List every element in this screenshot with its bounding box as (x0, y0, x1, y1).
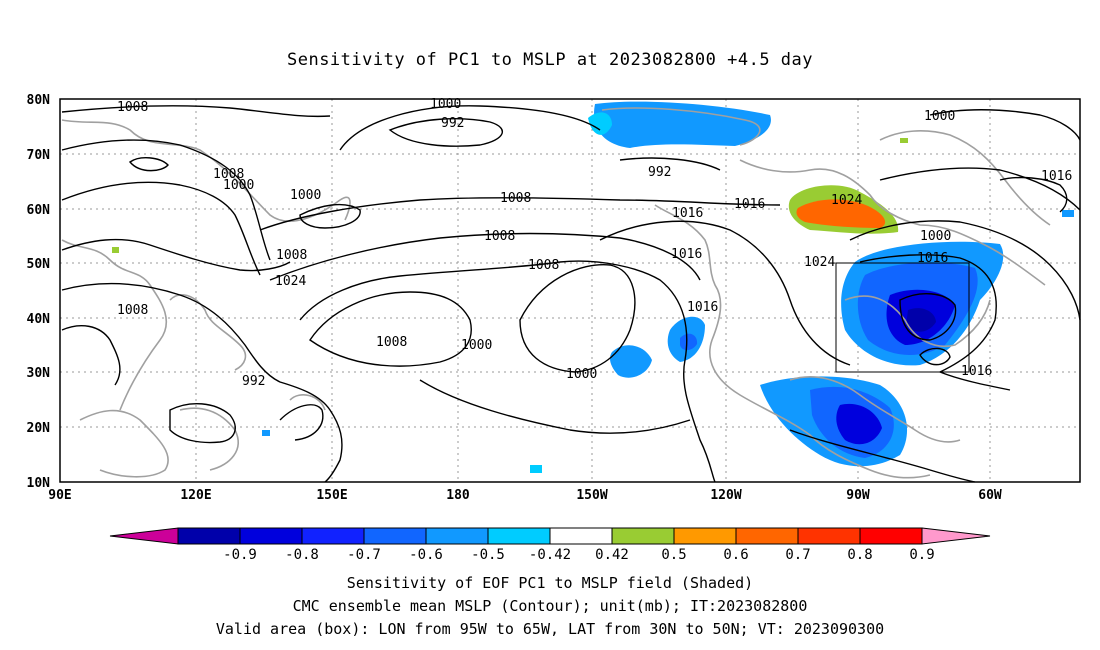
isobar-label: 1008 (117, 100, 148, 115)
isobar-label: 1024 (804, 255, 835, 270)
colorbar-box (735, 527, 799, 545)
isobar-label: 1008 (376, 335, 407, 350)
colorbar-box (239, 527, 303, 545)
isobar-label: 1008 (528, 258, 559, 273)
lon-tick-label: 120W (710, 488, 741, 503)
colorbar-label: -0.7 (347, 547, 381, 563)
colorbar-box (611, 527, 675, 545)
shade-small-1 (262, 430, 270, 436)
isobar-label: 1008 (213, 167, 244, 182)
lat-tick-label: 60N (27, 203, 51, 218)
isobar-label: 1016 (734, 197, 765, 212)
colorbar-box (549, 527, 613, 545)
colorbar-label: -0.8 (285, 547, 319, 563)
isobar-label: 1016 (687, 300, 718, 315)
isobar-label: 1000 (924, 109, 955, 124)
isobar-label: 1008 (117, 303, 148, 318)
isobar-label: 1024 (275, 274, 306, 289)
lat-tick-label: 30N (27, 366, 51, 381)
shade-na-core (906, 308, 936, 332)
isobars (61, 105, 1081, 483)
isobar-label: 1016 (917, 251, 948, 266)
colorbar-arrow-right (921, 527, 991, 545)
isobar-label: 1016 (671, 247, 702, 262)
colorbar-box (425, 527, 489, 545)
lon-tick-label: 180 (446, 488, 470, 503)
shade-pacific-east-core (680, 333, 698, 351)
footer-line-3: Valid area (box): LON from 95W to 65W, L… (215, 620, 885, 638)
lat-tick-label: 80N (27, 93, 51, 108)
colorbar-label: -0.42 (529, 547, 571, 563)
lat-tick-label: 50N (27, 257, 51, 272)
colorbar-label: 0.9 (909, 547, 934, 563)
valid-area-box (835, 262, 970, 373)
footer-line-2: CMC ensemble mean MSLP (Contour); unit(m… (292, 597, 808, 615)
shade-orange-patch (796, 199, 886, 228)
footer-line-1: Sensitivity of EOF PC1 to MSLP field (Sh… (346, 574, 754, 592)
lon-tick-label: 120E (180, 488, 211, 503)
sensitivity-shading (112, 101, 1074, 473)
isobar-label: 1000 (920, 229, 951, 244)
colorbar-label: 0.8 (847, 547, 872, 563)
colorbar-label: 0.42 (595, 547, 629, 563)
lon-axis-labels: 90E 120E 150E 180 150W 120W 90W 60W (48, 488, 1002, 503)
isobar-label: 1016 (961, 364, 992, 379)
colorbar-label: 0.7 (785, 547, 810, 563)
colorbar-labels: -0.9 -0.8 -0.7 -0.6 -0.5 -0.42 0.42 0.5 0.6 0.7 0.… (223, 547, 935, 563)
lat-axis-labels: 80N 70N 60N 50N 40N 30N 20N 10N (27, 93, 51, 491)
isobar-label: 992 (648, 165, 671, 180)
isobar-label: 1000 (290, 188, 321, 203)
colorbar-arrow-left (109, 527, 179, 545)
lat-tick-label: 70N (27, 148, 51, 163)
lon-tick-label: 60W (978, 488, 1002, 503)
lat-tick-label: 40N (27, 312, 51, 327)
isobar-label: 1008 (276, 248, 307, 263)
isobar-label: 1008 (500, 191, 531, 206)
isobar-label: 1016 (672, 206, 703, 221)
colorbar-box (301, 527, 365, 545)
shade-small-3 (112, 247, 119, 253)
colorbar-box (363, 527, 427, 545)
shade-pacific-west (610, 345, 652, 378)
isobar-label: 992 (242, 374, 265, 389)
isobar-label: 1016 (1041, 169, 1072, 184)
isobar-label: 992 (441, 116, 464, 131)
lon-tick-label: 150W (576, 488, 607, 503)
colorbar-label: 0.6 (723, 547, 748, 563)
isobar-label: 1000 (430, 97, 461, 112)
shade-gulf-darkblue (836, 403, 882, 445)
colorbar-label: -0.5 (471, 547, 505, 563)
colorbar-box (859, 527, 923, 545)
isobar-label: 1000 (566, 367, 597, 382)
shade-small-4 (1062, 210, 1074, 217)
colorbar-box (673, 527, 737, 545)
map-frame (59, 98, 1081, 483)
shade-arctic-lightblue (588, 112, 612, 135)
lat-tick-label: 10N (27, 476, 51, 491)
shade-small-5 (900, 138, 908, 143)
shade-small-2 (530, 465, 542, 473)
colorbar-label: -0.6 (409, 547, 443, 563)
isobar-labels: 1008 1000 992 1000 992 1016 1008 1000 10… (117, 97, 1072, 389)
colorbar (109, 527, 991, 545)
isobar-label: 1000 (461, 338, 492, 353)
colorbar-label: 0.5 (661, 547, 686, 563)
isobar-label: 1000 (223, 178, 254, 193)
colorbar-label: -0.9 (223, 547, 257, 563)
page-title: Sensitivity of PC1 to MSLP at 2023082800… (286, 50, 813, 70)
colorbar-box (487, 527, 551, 545)
isobar-label: 1008 (484, 229, 515, 244)
isobar-label: 1024 (831, 193, 862, 208)
lon-tick-label: 90E (48, 488, 71, 503)
lat-tick-label: 20N (27, 421, 51, 436)
colorbar-box (797, 527, 861, 545)
lon-tick-label: 150E (316, 488, 347, 503)
lon-tick-label: 90W (846, 488, 870, 503)
shade-arctic-blue (594, 101, 771, 148)
colorbar-box (177, 527, 241, 545)
